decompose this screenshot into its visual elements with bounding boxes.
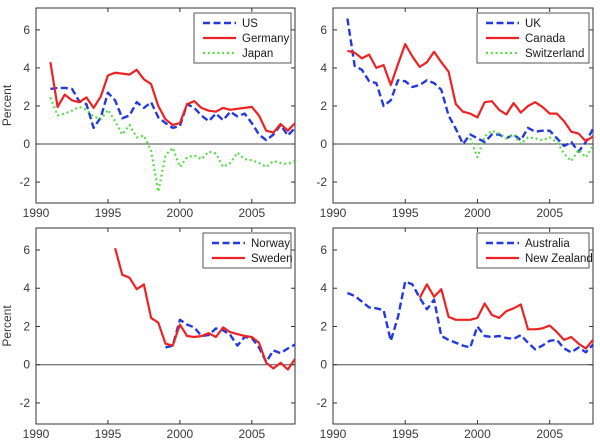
legend-label: UK <box>525 18 541 30</box>
x-tick-label: 1990 <box>23 427 50 441</box>
y-tick-label: -2 <box>316 175 327 189</box>
y-tick-label: 0 <box>23 358 30 372</box>
legend: US Germany Japan <box>193 12 292 64</box>
legend: UK Canada Switzerland <box>476 12 590 64</box>
legend-label: Switzerland <box>525 48 584 60</box>
y-tick-label: 0 <box>320 137 327 151</box>
x-tick-label: 2000 <box>464 427 491 441</box>
x-tick-label: 1995 <box>95 427 122 441</box>
chart-panel-bottom-right: 1990 1995 2000 2005 -2 0 2 4 6 Australia New Zeala… <box>316 227 594 441</box>
y-tick-label: 0 <box>320 358 327 372</box>
x-tick-label: 2000 <box>464 206 491 220</box>
y-tick-label: -2 <box>19 396 30 410</box>
series-australia <box>346 280 594 354</box>
legend-label: US <box>242 18 258 30</box>
chart-panel-bottom-left: 1990 1995 2000 2005 -2 0 2 4 6 Percent Norway Swede… <box>0 227 296 441</box>
x-tick-label: 2000 <box>167 206 194 220</box>
legend-label: Australia <box>525 238 570 250</box>
x-tick-label: 2005 <box>536 427 563 441</box>
x-tick-label: 1990 <box>23 206 50 220</box>
y-tick-label: 4 <box>320 281 327 295</box>
series-norway <box>165 318 296 364</box>
chart-panel-top-right: 1990 1995 2000 2005 -2 0 2 4 6 UK Canada Switzerlan… <box>316 7 595 220</box>
legend-box <box>476 232 590 269</box>
legend: Australia New Zealand <box>476 232 593 269</box>
y-tick-label: 2 <box>320 319 327 333</box>
x-tick-label: 1990 <box>320 427 347 441</box>
y-axis-label: Percent <box>0 305 14 347</box>
legend-box <box>202 232 292 269</box>
y-tick-label: 2 <box>23 99 30 113</box>
y-tick-label: 6 <box>320 243 327 257</box>
legend-label: Germany <box>242 33 290 45</box>
legend: Norway Sweden <box>202 232 293 269</box>
x-tick-label: 1990 <box>320 206 347 220</box>
legend-label: Norway <box>251 238 290 250</box>
legend-label: Sweden <box>251 253 293 265</box>
x-tick-label: 2005 <box>238 427 265 441</box>
series-switzerland <box>469 129 594 163</box>
x-tick-label: 1995 <box>95 206 122 220</box>
x-tick-label: 1995 <box>392 206 419 220</box>
x-tick-label: 1995 <box>392 427 419 441</box>
series-sweden <box>114 247 296 371</box>
y-tick-label: 6 <box>320 23 327 37</box>
y-tick-label: -2 <box>19 175 30 189</box>
y-tick-label: 0 <box>23 137 30 151</box>
y-tick-label: 4 <box>320 61 327 75</box>
y-tick-label: -2 <box>316 396 327 410</box>
y-tick-label: 6 <box>23 243 30 257</box>
x-tick-label: 2000 <box>167 427 194 441</box>
chart-panel-top-left: 1990 1995 2000 2005 -2 0 2 4 6 Percent US Germany Ja… <box>0 7 296 220</box>
x-tick-label: 2005 <box>238 206 265 220</box>
legend-label: New Zealand <box>525 253 593 265</box>
y-axis-label: Percent <box>0 84 14 126</box>
y-tick-label: 6 <box>23 23 30 37</box>
y-tick-label: 2 <box>23 319 30 333</box>
y-tick-label: 2 <box>320 99 327 113</box>
legend-label: Japan <box>242 48 273 60</box>
legend-label: Canada <box>525 33 566 45</box>
y-tick-label: 4 <box>23 281 30 295</box>
series-canada <box>347 42 594 143</box>
x-tick-label: 2005 <box>536 206 563 220</box>
series-uk <box>346 18 595 153</box>
series-us <box>50 86 296 142</box>
series-germany <box>49 62 296 134</box>
series-new-zealand <box>418 283 594 350</box>
y-tick-label: 4 <box>23 61 30 75</box>
